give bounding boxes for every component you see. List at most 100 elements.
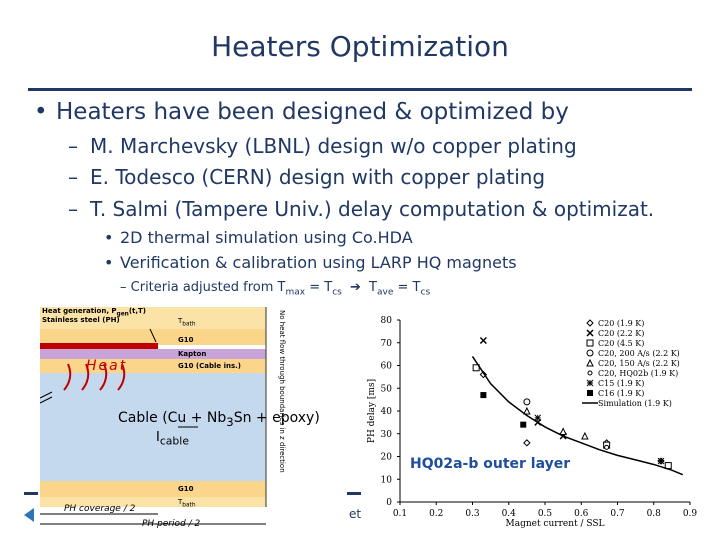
g10-top-layer xyxy=(40,329,266,345)
sub-bullet-1: – M. Marchevsky (LBNL) design w/o copper … xyxy=(68,134,577,158)
data-point xyxy=(587,390,593,396)
x-tick-label: 0.6 xyxy=(574,509,589,519)
data-point xyxy=(472,364,480,372)
x-tick-label: 0.7 xyxy=(610,509,625,519)
heater-cross-section: Heat generation, Pgen(t,T) Stainless ste… xyxy=(38,302,368,530)
legend-entry: C20, HQ02b (1.9 K) xyxy=(598,369,678,378)
data-point xyxy=(586,319,594,327)
legend-entry: Simulation (1.9 K) xyxy=(598,399,672,408)
data-point xyxy=(520,421,527,428)
bullet-dash-marker xyxy=(347,492,361,495)
criteria-line: – Criteria adjusted from Tmax = Tcs ➔ Ta… xyxy=(120,280,430,298)
legend-entry: C16 (1.9 K) xyxy=(598,389,644,398)
no-heat-flow-label: No heat flow through boundaries in z dir… xyxy=(278,310,286,473)
heat-arrow xyxy=(117,363,126,391)
y-tick-label: 10 xyxy=(381,475,393,485)
main-bullet: • Heaters have been designed & optimized … xyxy=(34,99,569,125)
sub-bullet-3: – T. Salmi (Tampere Univ.) delay computat… xyxy=(68,197,654,221)
sub-bullet-text: M. Marchevsky (LBNL) design w/o copper p… xyxy=(90,134,577,158)
cable-layer xyxy=(40,373,266,481)
kapton-label: Kapton xyxy=(178,350,207,358)
i-cable-label: Icable xyxy=(156,430,189,448)
data-point xyxy=(534,414,542,422)
data-point xyxy=(523,439,531,447)
sub-bullet-text: E. Todesco (CERN) design with copper pla… xyxy=(90,165,546,189)
nav-back-arrow-icon[interactable] xyxy=(24,508,34,522)
data-point xyxy=(586,358,594,367)
x-axis-label: Magnet current / SSL xyxy=(505,519,604,529)
dash-marker: – xyxy=(68,165,78,189)
x-tick-label: 0.8 xyxy=(647,509,662,519)
y-tick-label: 60 xyxy=(381,362,393,372)
x-tick-label: 0.3 xyxy=(465,509,480,519)
equals-t: = T xyxy=(397,280,421,295)
cable-label: Cable (Cu + Nb3Sn + epoxy) xyxy=(118,410,320,429)
data-point xyxy=(559,427,567,435)
stainless-steel-label: Stainless steel (PH) xyxy=(42,316,120,324)
heat-generation-label: Heat generation, Pgen(t,T) xyxy=(42,307,147,318)
x-tick-label: 0.9 xyxy=(683,509,698,519)
legend-entry: C20 (2.2 K) xyxy=(598,329,644,338)
heat-arrow xyxy=(63,363,72,391)
data-point xyxy=(581,431,589,440)
data-point xyxy=(480,392,487,399)
subsub-bullet-1: • 2D thermal simulation using Co.HDA xyxy=(104,228,413,247)
kapton-layer xyxy=(40,349,266,359)
cs-sub: cs xyxy=(420,287,431,298)
ph-coverage-label: PH coverage / 2 xyxy=(64,504,136,514)
subsub-bullet-text: 2D thermal simulation using Co.HDA xyxy=(120,228,413,247)
data-point xyxy=(586,329,594,337)
text-fragment: et xyxy=(349,507,362,521)
data-point xyxy=(523,398,531,406)
sub-bullet-text: T. Salmi (Tampere Univ.) delay computati… xyxy=(90,197,655,221)
data-point xyxy=(586,339,594,347)
bath-top-layer xyxy=(40,307,266,329)
t-ave: Tave xyxy=(369,280,394,298)
bullet-dot: • xyxy=(34,99,48,125)
sub-bullet-2: – E. Todesco (CERN) design with copper pl… xyxy=(68,165,545,189)
t-bath-top-label: Tbath xyxy=(178,317,196,328)
legend-entry: C20, 150 A/s (2.2 K) xyxy=(598,359,680,368)
heat-arrow xyxy=(81,363,90,391)
x-tick-label: 0.5 xyxy=(538,509,553,519)
simulation-curve xyxy=(471,355,684,476)
g10-top-label: G10 xyxy=(178,336,194,344)
data-point xyxy=(523,406,531,415)
heat-label: Heat xyxy=(86,358,128,374)
heat-arrow xyxy=(99,363,108,391)
main-bullet-text: Heaters have been designed & optimized b… xyxy=(56,99,569,125)
title-divider xyxy=(28,88,692,91)
y-tick-label: 20 xyxy=(381,453,393,463)
x-tick-label: 0.4 xyxy=(502,509,517,519)
slide-title: Heaters Optimization xyxy=(211,30,509,63)
legend-entry: C20 (4.5 K) xyxy=(598,339,644,348)
y-tick-label: 0 xyxy=(386,498,392,508)
bath-bottom-layer xyxy=(40,497,266,507)
data-point xyxy=(604,444,610,450)
data-point xyxy=(479,336,487,345)
equals-t: = T xyxy=(309,280,333,295)
pointer-line xyxy=(149,328,157,343)
data-point xyxy=(586,349,594,357)
dash-marker: – xyxy=(120,280,127,295)
legend-entry: C20 (1.9 K) xyxy=(598,319,644,328)
cross-section-diagram xyxy=(39,307,267,525)
ph-period-label: PH period / 2 xyxy=(142,519,201,529)
x-tick-label: 0.2 xyxy=(429,509,443,519)
t-max: Tmax xyxy=(277,280,306,298)
data-point xyxy=(657,457,665,465)
chart-svg: 0 10 20 30 40 50 60 70 80 0.1 0.2 0.3 0.4 0.5 0.6 0.7 0.… xyxy=(367,316,698,529)
legend-entry: C20, 200 A/s (2.2 K) xyxy=(598,349,680,358)
y-tick-label: 40 xyxy=(381,407,393,417)
y-tick-label: 50 xyxy=(381,384,393,394)
g10-cable-ins-layer xyxy=(40,359,266,373)
y-axis-label: PH delay [ms] xyxy=(367,379,377,443)
dash-marker: – xyxy=(68,134,78,158)
ph-delay-chart: 0 10 20 30 40 50 60 70 80 0.1 0.2 0.3 0.4 0.5 0.6 0.7 0.… xyxy=(360,308,712,533)
chart-annotation: HQ02a-b outer layer xyxy=(410,456,571,472)
cs-sub: cs xyxy=(332,287,342,298)
criteria-text: Criteria adjusted from xyxy=(130,280,274,295)
dash-marker: – xyxy=(68,197,78,221)
bullet-dot: • xyxy=(104,253,114,272)
subsub-bullet-text: Verification & calibration using LARP HQ… xyxy=(120,253,517,272)
